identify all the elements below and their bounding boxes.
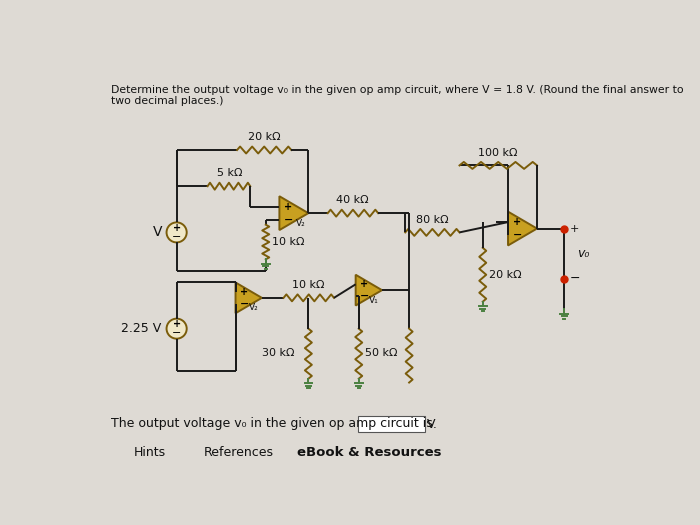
Text: The output voltage v₀ in the given op amp circuit is: The output voltage v₀ in the given op am… [111, 417, 433, 430]
Text: +: + [360, 279, 368, 289]
Circle shape [167, 319, 187, 339]
Text: V₁: V₁ [370, 296, 379, 304]
Text: +: + [570, 224, 579, 234]
Polygon shape [508, 212, 537, 246]
Polygon shape [235, 282, 262, 313]
Text: −: − [284, 215, 293, 225]
FancyBboxPatch shape [358, 416, 426, 432]
Text: +: + [173, 223, 181, 233]
Text: 10 kΩ: 10 kΩ [292, 280, 325, 290]
Text: 100 kΩ: 100 kΩ [479, 148, 518, 158]
Text: −: − [512, 230, 522, 240]
Text: V₂: V₂ [249, 303, 259, 312]
Text: +: + [512, 217, 521, 227]
Text: 2.25 V: 2.25 V [121, 322, 161, 335]
FancyBboxPatch shape [88, 63, 630, 467]
Text: −: − [360, 291, 370, 301]
Text: 5 kΩ: 5 kΩ [216, 169, 242, 178]
Text: V.: V. [427, 417, 438, 430]
Text: eBook & Resources: eBook & Resources [297, 446, 441, 459]
Text: −: − [240, 299, 250, 309]
Circle shape [167, 223, 187, 243]
Text: 20 kΩ: 20 kΩ [248, 132, 281, 142]
Polygon shape [356, 275, 382, 306]
Text: 30 kΩ: 30 kΩ [262, 348, 295, 358]
Text: −: − [172, 232, 181, 242]
Polygon shape [279, 196, 309, 230]
Text: V₂: V₂ [295, 219, 305, 228]
Text: References: References [204, 446, 274, 459]
Text: 40 kΩ: 40 kΩ [336, 195, 369, 205]
Text: 80 kΩ: 80 kΩ [416, 215, 449, 225]
Text: 20 kΩ: 20 kΩ [489, 270, 522, 280]
Text: +: + [284, 202, 292, 212]
Text: v₀: v₀ [578, 247, 589, 260]
Text: 10 kΩ: 10 kΩ [272, 237, 304, 247]
Text: −: − [570, 272, 580, 285]
Text: +: + [173, 319, 181, 330]
Text: Hints: Hints [134, 446, 166, 459]
Text: 50 kΩ: 50 kΩ [365, 348, 398, 358]
Text: +: + [240, 287, 248, 297]
Text: Determine the output voltage v₀ in the given op amp circuit, where V = 1.8 V. (R: Determine the output voltage v₀ in the g… [111, 85, 683, 106]
Text: V: V [153, 225, 162, 239]
Text: −: − [172, 328, 181, 338]
